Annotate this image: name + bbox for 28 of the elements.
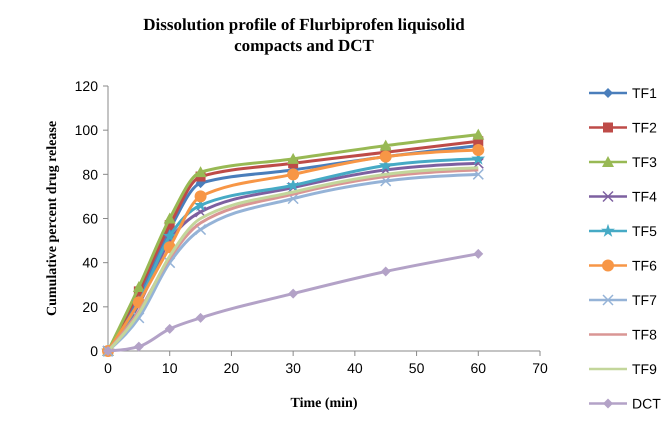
legend-label: TF6: [632, 258, 658, 274]
legend-label: TF9: [632, 361, 658, 377]
y-tick-label: 100: [74, 122, 98, 138]
x-tick-label: 50: [408, 360, 425, 376]
x-tick-label: 10: [162, 360, 178, 376]
x-tick-label: 60: [470, 360, 486, 376]
x-tick-label: 20: [224, 360, 240, 376]
y-tick-label: 120: [74, 78, 98, 94]
y-tick-label: 60: [82, 210, 98, 226]
legend-label: DCT: [632, 396, 662, 412]
x-tick-label: 40: [347, 360, 363, 376]
chart-title: Dissolution profile of Flurbiprofen liquisolid compacts and DCT: [143, 15, 466, 55]
x-tick-label: 70: [532, 360, 548, 376]
x-tick-label: 30: [285, 360, 302, 376]
legend-label: TF4: [632, 188, 658, 204]
y-tick-label: 80: [82, 166, 98, 182]
legend-label: TF8: [632, 326, 658, 342]
x-tick-label: 0: [104, 360, 112, 376]
legend-label: TF5: [632, 223, 658, 239]
x-axis-title: Time (min): [290, 396, 358, 411]
legend-label: TF1: [632, 85, 658, 101]
y-axis-title: Cumulative percent drug release: [45, 120, 60, 316]
legend-label: TF7: [632, 292, 658, 308]
legend-label: TF3: [632, 154, 658, 170]
legend-label: TF2: [632, 120, 658, 136]
y-tick-label: 40: [82, 254, 98, 271]
y-tick-label: 20: [82, 298, 98, 315]
y-tick-label: 0: [90, 343, 98, 359]
